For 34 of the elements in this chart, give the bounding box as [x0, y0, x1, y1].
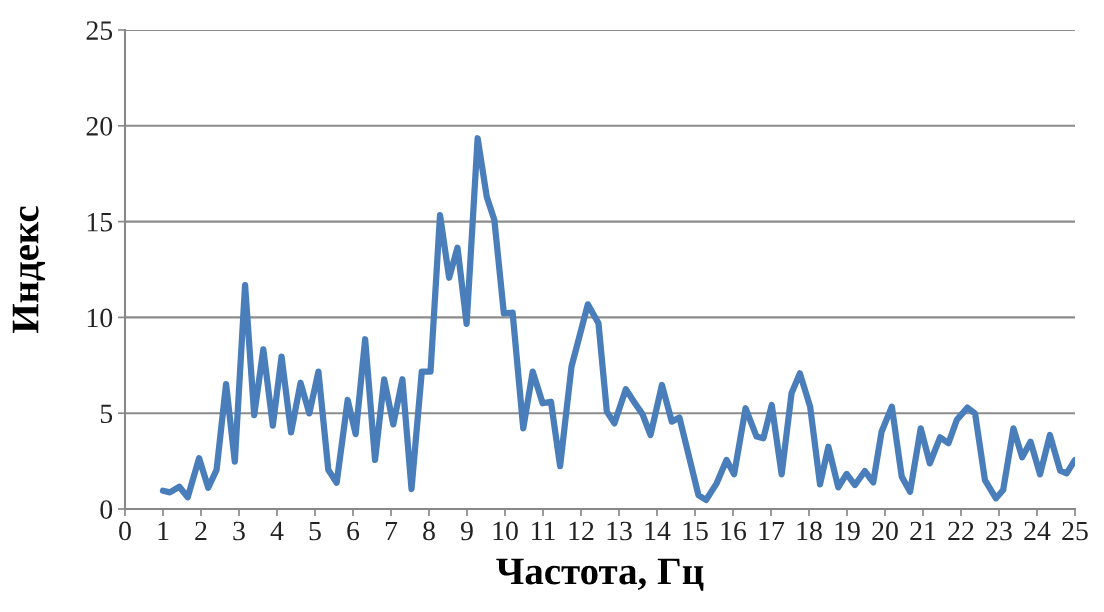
- x-tick-label: 9: [460, 521, 473, 541]
- x-tick-label: 22: [948, 521, 974, 541]
- x-tick-label: 11: [532, 521, 555, 541]
- x-tick-label: 2: [195, 521, 207, 541]
- x-tick-label: 24: [1024, 521, 1051, 541]
- y-tick-label: 15: [87, 212, 113, 232]
- x-tick-label: 21: [910, 521, 936, 541]
- x-tick-label: 15: [683, 521, 708, 541]
- y-tick-label: 0: [100, 500, 113, 519]
- x-tick-label: 4: [270, 521, 284, 541]
- x-tick-label: 1: [158, 521, 169, 541]
- x-tick-label: 17: [759, 521, 785, 541]
- x-tick-label: 13: [607, 521, 632, 541]
- x-tick-label: 0: [119, 521, 131, 541]
- x-tick-label: 20: [872, 521, 898, 541]
- x-tick-label: 6: [347, 521, 360, 541]
- x-tick-label: 7: [385, 521, 398, 541]
- x-tick-label: 12: [569, 521, 594, 541]
- x-tick-label: 3: [233, 521, 245, 541]
- y-axis-title: Индекс: [12, 206, 46, 333]
- x-tick-label: 25: [1062, 521, 1088, 541]
- x-tick-label: 18: [797, 521, 822, 541]
- x-axis-title: Частота, Гц: [496, 558, 704, 591]
- x-tick-label: 19: [835, 521, 860, 541]
- y-tick-label: 5: [100, 404, 113, 424]
- y-tick-label: 25: [86, 21, 113, 40]
- x-tick-label: 23: [986, 521, 1012, 541]
- x-tick-label: 10: [493, 521, 518, 541]
- y-tick-label: 20: [86, 116, 113, 136]
- x-tick-label: 5: [309, 521, 321, 541]
- x-tick-label: 16: [721, 521, 747, 541]
- x-tick-label: 8: [423, 521, 435, 541]
- x-tick-label: 14: [645, 521, 671, 541]
- y-tick-label: 10: [87, 308, 113, 328]
